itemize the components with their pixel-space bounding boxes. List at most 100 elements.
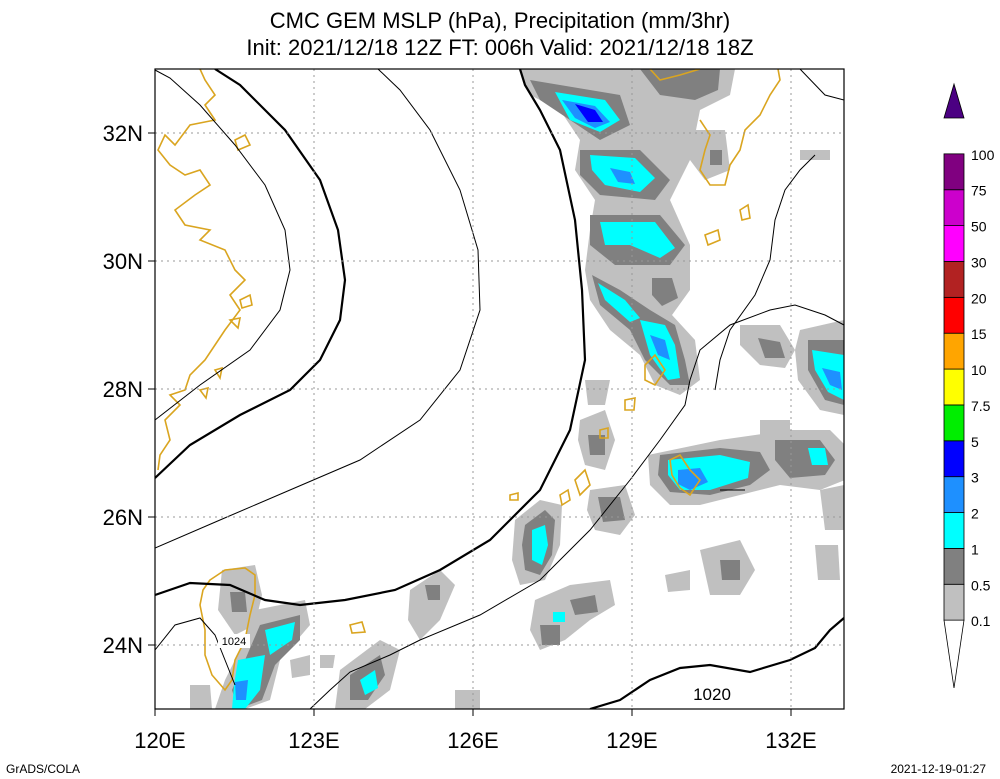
colorbar-label: 2 bbox=[971, 506, 979, 522]
precip-area bbox=[585, 380, 610, 405]
precip-area bbox=[290, 655, 310, 678]
precip-area bbox=[758, 338, 785, 358]
precip-area bbox=[425, 585, 440, 600]
coastline-ryukyu bbox=[349, 621, 367, 634]
precip-area bbox=[532, 525, 548, 565]
x-tick-label: 132E bbox=[765, 728, 816, 753]
coastline-ryukyu bbox=[669, 453, 702, 497]
precip-area bbox=[678, 468, 708, 490]
coastline-ryukyu bbox=[624, 397, 636, 411]
x-tick-label: 120E bbox=[134, 728, 185, 753]
precip-area bbox=[598, 283, 640, 322]
colorbar-label: 0.1 bbox=[971, 613, 991, 629]
precip-area bbox=[598, 497, 625, 522]
precip-area bbox=[588, 435, 605, 455]
x-tick-label: 123E bbox=[288, 728, 339, 753]
precip-area bbox=[190, 685, 212, 709]
isobar-thin bbox=[714, 154, 816, 391]
precip-area bbox=[710, 150, 722, 165]
y-tick-label: 30N bbox=[103, 249, 143, 274]
lat-lon-grid bbox=[155, 69, 844, 709]
precip-area bbox=[575, 104, 603, 122]
precip-area bbox=[652, 278, 678, 306]
isobar-thin bbox=[309, 304, 844, 709]
isobar-thick bbox=[155, 69, 347, 479]
colorbar-label: 7.5 bbox=[971, 398, 991, 414]
precip-area bbox=[822, 368, 842, 390]
coastline-ryukyu bbox=[574, 468, 591, 497]
colorbar-label: 20 bbox=[971, 290, 987, 306]
colorbar-segment bbox=[943, 404, 965, 442]
colorbar-segment bbox=[943, 512, 965, 549]
colorbar-segment bbox=[943, 153, 965, 191]
precip-area bbox=[408, 570, 455, 640]
precip-area bbox=[808, 448, 828, 465]
colorbar-label: 15 bbox=[971, 326, 987, 342]
isobar-thin bbox=[155, 69, 291, 421]
coastline-island bbox=[228, 316, 242, 330]
coastline-island bbox=[234, 133, 252, 152]
precip-area bbox=[720, 560, 740, 580]
precip-area bbox=[360, 670, 378, 695]
precip-area bbox=[455, 690, 480, 709]
precipitation-areas bbox=[190, 69, 844, 709]
precip-area bbox=[235, 680, 248, 700]
coastline-china bbox=[157, 69, 247, 471]
coastline-island bbox=[213, 366, 224, 381]
precip-area bbox=[320, 655, 335, 668]
coastline-island bbox=[739, 203, 751, 221]
precip-area bbox=[553, 612, 565, 622]
map-title: CMC GEM MSLP (hPa), Precipitation (mm/3h… bbox=[269, 8, 731, 33]
colorbar-segment bbox=[943, 296, 965, 334]
colorbar-label: 100 bbox=[971, 147, 995, 163]
colorbar-segment bbox=[943, 476, 965, 513]
map-subtitle: Init: 2021/12/18 12Z FT: 006h Valid: 202… bbox=[246, 35, 754, 60]
contour-label-1024: 1024 bbox=[222, 636, 246, 648]
precip-area bbox=[570, 595, 598, 615]
colorbar-label: 5 bbox=[971, 434, 979, 450]
colorbar-label: 3 bbox=[971, 470, 979, 486]
isobars bbox=[155, 69, 844, 709]
precip-area bbox=[760, 420, 790, 440]
footer-credit: GrADS/COLA bbox=[6, 762, 81, 776]
contour-label-bg bbox=[218, 634, 250, 648]
x-tick-label: 129E bbox=[606, 728, 657, 753]
footer-timestamp: 2021-12-19-01:27 bbox=[890, 762, 986, 776]
colorbar-label: 0.5 bbox=[971, 577, 991, 593]
isobar-thin bbox=[155, 69, 481, 549]
colorbar-label: 30 bbox=[971, 254, 987, 270]
colorbar-segment bbox=[943, 548, 965, 585]
coastline-island bbox=[704, 228, 721, 247]
precip-area bbox=[640, 69, 720, 100]
isobar-thin bbox=[155, 617, 236, 686]
x-axis: 120E 123E 126E 129E 132E bbox=[134, 709, 817, 753]
colorbar-segment bbox=[943, 583, 965, 621]
x-tick-label: 126E bbox=[447, 728, 498, 753]
precip-area bbox=[815, 545, 840, 580]
isobar-thick bbox=[155, 69, 587, 607]
colorbar: 0.1 0.5 1 2 3 5 7.5 10 15 20 30 50 75 100 bbox=[943, 82, 995, 689]
colorbar-segment bbox=[943, 189, 965, 227]
coastline-ryukyu bbox=[599, 426, 609, 439]
colorbar-segment bbox=[943, 368, 965, 406]
y-tick-label: 28N bbox=[103, 377, 143, 402]
precip-area bbox=[600, 222, 675, 258]
precip-area bbox=[540, 625, 560, 645]
coastline-ryukyu bbox=[559, 488, 571, 507]
y-axis: 32N 30N 28N 26N 24N bbox=[103, 121, 155, 658]
precip-area bbox=[665, 570, 690, 592]
isobar-thick bbox=[589, 617, 844, 709]
y-tick-label: 24N bbox=[103, 633, 143, 658]
precip-area bbox=[265, 622, 295, 655]
colorbar-segment bbox=[943, 332, 965, 370]
colorbar-segment bbox=[943, 619, 965, 689]
colorbar-segment bbox=[943, 440, 965, 478]
coastline-ryukyu bbox=[644, 353, 666, 387]
coastline-taiwan bbox=[199, 567, 256, 692]
coastline-island bbox=[239, 293, 253, 310]
colorbar-label: 1 bbox=[971, 541, 979, 557]
contour-label-bg bbox=[688, 684, 736, 704]
y-tick-label: 26N bbox=[103, 505, 143, 530]
precip-area bbox=[820, 485, 844, 530]
y-tick-label: 32N bbox=[103, 121, 143, 146]
